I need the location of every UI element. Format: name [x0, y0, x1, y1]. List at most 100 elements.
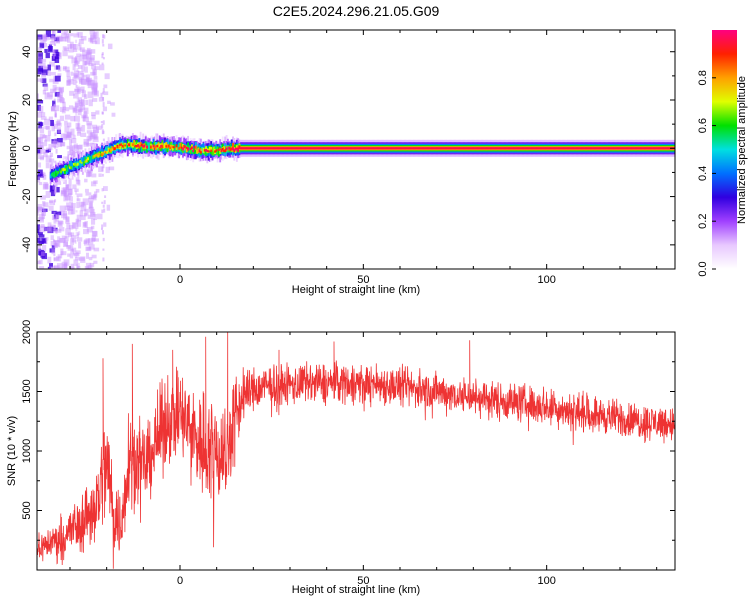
spectrogram-noise-cell [56, 256, 61, 262]
spectrogram-x-tick-label: 0 [177, 274, 183, 286]
spectrogram-noise-cell [57, 254, 63, 259]
spectrogram-noise-cell [66, 69, 70, 77]
spectrogram-noise-cell [58, 94, 63, 102]
spectrogram-noise-cell [62, 264, 67, 269]
spectrogram-noise-cell [45, 191, 51, 198]
spectrogram-y-tick-label: -20 [21, 189, 33, 205]
spectrogram-noise-cell [77, 32, 83, 38]
spectrogram-noise-cell [37, 232, 43, 236]
spectrogram-ridge-cell [152, 144, 155, 148]
spectrogram-noise-cell [59, 205, 66, 212]
spectrogram-streak-cell [75, 85, 78, 90]
spectrogram-ridge-cell [233, 148, 236, 153]
spectrogram-ridge-cell [134, 141, 137, 148]
spectrogram-noise-cell [41, 208, 48, 212]
spectrogram-noise-cell [38, 52, 43, 60]
spectrogram-noise-cell [84, 208, 89, 216]
spectrogram-ridge-cell [198, 149, 201, 153]
spectrogram-ridge-cell [130, 142, 133, 147]
spectrogram-noise-cell [85, 238, 91, 243]
spectrogram-noise-cell [41, 209, 46, 216]
spectrogram-noise-cell [83, 138, 90, 145]
spectrogram-noise-cell [66, 80, 71, 86]
spectrogram-noise-cell [81, 65, 85, 72]
spectrogram-streak-cell [53, 225, 56, 231]
spectrogram-streak-cell [102, 102, 105, 107]
spectrogram-noise-cell [76, 214, 82, 222]
spectrogram-ridge-cell [78, 161, 80, 166]
spectrogram-ridge-cell [194, 145, 197, 151]
spectrogram-noise-cell [68, 193, 72, 197]
spectrogram-noise-cell [78, 77, 83, 83]
colorbar-tick-label: 0.0 [697, 261, 709, 276]
spectrogram-noise-cell [86, 74, 91, 81]
spectrogram-streak-cell [101, 209, 104, 214]
spectrogram-ridge-cell [139, 141, 142, 148]
spectrogram-noise-cell [77, 126, 83, 132]
spectrogram-streak-cell [76, 68, 79, 72]
spectrogram-noise-cell [37, 68, 44, 75]
spectrogram-noise-cell [93, 69, 97, 76]
spectrogram-ridge-cell [125, 143, 128, 150]
spectrogram-noise-cell [50, 119, 54, 126]
spectrogram-noise-cell [47, 64, 51, 71]
spectrogram-noise-cell [88, 172, 93, 177]
spectrogram-noise-cell [90, 79, 95, 86]
spectrogram-noise-cell [63, 187, 69, 192]
spectrogram-noise-cell [91, 111, 96, 117]
spectrogram-frame [36, 29, 676, 270]
spectrogram-noise-cell [60, 190, 67, 195]
spectrogram-noise-cell [85, 99, 89, 106]
spectrogram-noise-cell [78, 107, 82, 113]
spectrogram-noise-cell [76, 53, 82, 57]
spectrogram-streak-cell [102, 248, 105, 251]
spectrogram-noise-cell [66, 145, 70, 150]
spectrogram-ridge-cell [676, 145, 678, 151]
spectrogram-noise-cell [49, 152, 54, 158]
spectrogram-noise-cell [79, 79, 83, 85]
spectrogram-noise-cell [58, 66, 62, 72]
spectrogram-noise-cell [49, 61, 55, 67]
spectrogram-noise-cell [90, 218, 96, 225]
spectrogram-ridge-cell [167, 144, 170, 148]
spectrogram-noise-cell [64, 125, 70, 133]
spectrogram-noise-cell [48, 144, 53, 151]
spectrogram-noise-cell [68, 33, 74, 37]
spectrogram-noise-cell [57, 98, 62, 103]
spectrogram-noise-cell [92, 129, 99, 134]
spectrogram-noise-cell [62, 241, 68, 248]
spectrogram-streak-cell [102, 44, 105, 47]
spectrogram-noise-cell [62, 67, 67, 71]
spectrogram-ridge-cell [61, 168, 64, 172]
spectrogram-ridge-cell [219, 148, 222, 155]
spectrogram-noise-cell [38, 266, 45, 269]
spectrogram-ridge-cell [122, 142, 125, 147]
spectrogram-streak-cell [77, 262, 80, 268]
spectrogram-ridge-cell [217, 148, 220, 151]
spectrogram-noise-cell [56, 129, 62, 135]
spectrogram-noise-cell [79, 47, 85, 52]
spectrogram-noise-cell [88, 37, 93, 42]
spectrogram-noise-cell [45, 30, 52, 37]
spectrogram-ridge-cell [153, 141, 156, 148]
spectrogram-noise-cell [63, 30, 69, 35]
spectrogram-noise-cell [50, 105, 55, 112]
spectrogram-noise-cell [55, 121, 62, 125]
spectrogram-noise-cell [71, 202, 76, 208]
spectrogram-noise-cell [89, 55, 95, 61]
spectrogram-ridge-cell [111, 146, 114, 151]
spectrogram-streak-cell [54, 243, 57, 248]
spectrogram-ridge-cell [160, 144, 163, 148]
spectrogram-ridge-cell [151, 144, 154, 149]
spectrogram-noise-cell [55, 65, 61, 70]
spectrogram-noise-cell [82, 222, 87, 228]
spectrogram-streak-cell [102, 204, 105, 208]
spectrogram-noise-cell [82, 114, 88, 119]
spectrogram-ridge-cell [71, 162, 74, 171]
spectrogram-noise-cell [72, 134, 76, 140]
spectrogram-noise-cell [85, 262, 92, 269]
spectrogram-streak-cell [103, 200, 106, 205]
spectrogram-noise-cell [64, 35, 69, 42]
spectrogram-noise-cell [45, 162, 50, 169]
